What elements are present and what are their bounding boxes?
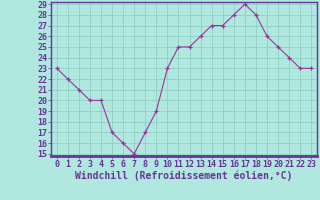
X-axis label: Windchill (Refroidissement éolien,°C): Windchill (Refroidissement éolien,°C) <box>75 171 293 181</box>
